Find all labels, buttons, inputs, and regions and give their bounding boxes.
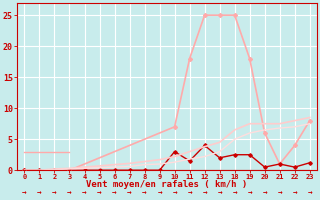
Text: →: → <box>82 188 87 197</box>
Text: →: → <box>277 188 282 197</box>
Text: →: → <box>67 188 72 197</box>
Text: →: → <box>187 188 192 197</box>
Text: →: → <box>127 188 132 197</box>
Text: →: → <box>172 188 177 197</box>
Text: →: → <box>232 188 237 197</box>
Text: →: → <box>112 188 117 197</box>
Text: →: → <box>52 188 57 197</box>
Text: →: → <box>22 188 27 197</box>
Text: →: → <box>262 188 267 197</box>
Text: →: → <box>247 188 252 197</box>
Text: →: → <box>97 188 102 197</box>
Text: →: → <box>142 188 147 197</box>
Text: →: → <box>202 188 207 197</box>
Text: →: → <box>292 188 297 197</box>
Text: →: → <box>308 188 312 197</box>
Text: →: → <box>157 188 162 197</box>
Text: →: → <box>37 188 42 197</box>
X-axis label: Vent moyen/en rafales ( km/h ): Vent moyen/en rafales ( km/h ) <box>86 180 248 189</box>
Text: →: → <box>217 188 222 197</box>
